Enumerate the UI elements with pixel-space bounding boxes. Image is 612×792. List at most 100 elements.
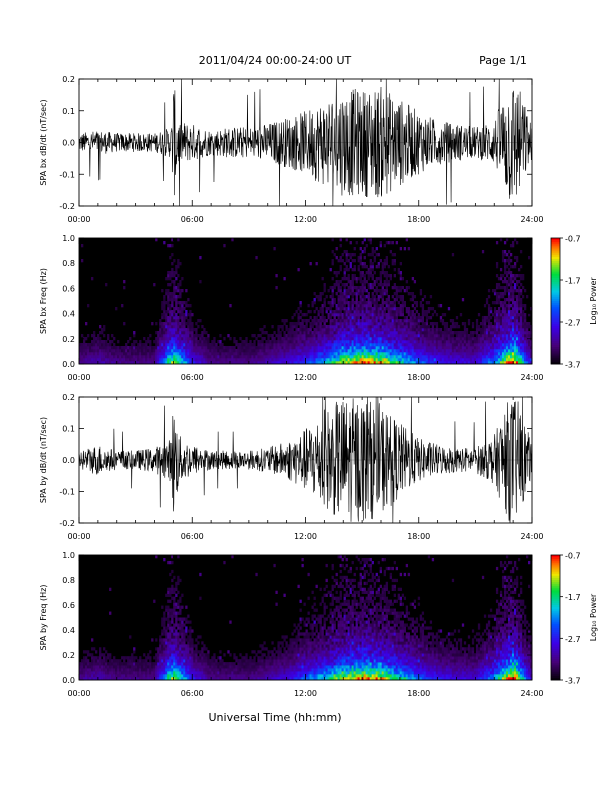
- spectrogram-cell: [161, 340, 164, 344]
- spectrogram-cell: [475, 358, 479, 362]
- spectrogram-cell: [89, 653, 92, 657]
- spectrogram-cell: [515, 334, 519, 338]
- spectrogram-cell: [359, 337, 362, 341]
- colorbar-segment: [551, 246, 560, 249]
- spectrogram-cell: [347, 259, 350, 263]
- spectrogram-cell: [179, 662, 182, 666]
- spectrogram-cell: [511, 313, 515, 317]
- spectrogram-cell: [113, 659, 116, 663]
- spectrogram-cell: [271, 349, 274, 353]
- spectrogram-cell: [151, 662, 154, 666]
- spectrogram-cell: [369, 307, 372, 311]
- spectrogram-cell: [195, 671, 198, 675]
- spectrogram-cell: [311, 340, 314, 344]
- spectrogram-cell: [79, 355, 82, 359]
- spectrogram-cell: [377, 307, 380, 311]
- spectrogram-cell: [361, 250, 364, 254]
- spectrogram-cell: [97, 343, 100, 347]
- spectrogram-cell: [163, 349, 166, 353]
- spectrogram-cell: [371, 352, 374, 356]
- spectrogram-cell: [223, 358, 226, 362]
- spectrogram-cell: [173, 602, 176, 606]
- spectrogram-cell: [519, 298, 523, 302]
- spectrogram-cell: [427, 325, 431, 329]
- spectrogram-cell: [421, 337, 425, 341]
- spectrogram-cell: [365, 343, 368, 347]
- spectrogram-cell: [163, 337, 166, 341]
- spectrogram-cell: [195, 322, 198, 326]
- spectrogram-cell: [421, 319, 425, 323]
- spectrogram-cell: [321, 316, 324, 320]
- spectrogram-cell: [499, 352, 503, 356]
- spectrogram-cell: [191, 331, 194, 335]
- spectrogram-cell: [81, 677, 84, 681]
- spectrogram-cell: [313, 319, 316, 323]
- spectrogram-cell: [87, 358, 90, 362]
- spectrogram-cell: [183, 638, 186, 642]
- spectrogram-cell: [279, 337, 282, 341]
- spectrogram-cell: [233, 337, 236, 341]
- spectrogram-cell: [403, 343, 407, 347]
- spectrogram-cell: [321, 277, 324, 281]
- spectrogram-cell: [169, 307, 172, 311]
- spectrogram-cell: [345, 313, 348, 317]
- spectrogram-cell: [185, 647, 188, 651]
- spectrogram-cell: [115, 671, 118, 675]
- spectrogram-cell: [245, 355, 248, 359]
- spectrogram-cell: [201, 343, 204, 347]
- spectrogram-cell: [123, 286, 126, 290]
- spectrogram-cell: [171, 590, 174, 594]
- spectrogram-cell: [495, 322, 499, 326]
- spectrogram-cell: [187, 355, 190, 359]
- spectrogram-cell: [489, 331, 493, 335]
- spectrogram-cell: [511, 346, 515, 350]
- spectrogram-cell: [149, 355, 152, 359]
- spectrogram-cell: [171, 644, 174, 648]
- spectrogram-cell: [139, 343, 142, 347]
- spectrogram-cell: [205, 674, 208, 678]
- spectrogram-cell: [417, 340, 421, 344]
- spectrogram-cell: [437, 334, 441, 338]
- spectrogram-cell: [327, 352, 330, 356]
- spectrogram-cell: [351, 307, 354, 311]
- spectrogram-cell: [475, 349, 479, 353]
- spectrogram-cell: [427, 358, 431, 362]
- spectrogram-cell: [425, 343, 429, 347]
- spectrogram-cell: [259, 358, 262, 362]
- spectrogram-cell: [177, 659, 180, 663]
- spectrogram-cell: [405, 286, 409, 290]
- spectrogram-cell: [177, 331, 180, 335]
- spectrogram-cell: [361, 352, 364, 356]
- spectrogram-cell: [327, 331, 330, 335]
- colorbar-segment: [551, 353, 560, 356]
- spectrogram-cell: [427, 316, 431, 320]
- spectrogram-cell: [237, 346, 240, 350]
- spectrogram-cell: [151, 677, 154, 681]
- spectrogram-cell: [357, 319, 360, 323]
- spectrogram-cell: [411, 310, 415, 314]
- spectrogram-cell: [357, 328, 360, 332]
- spectrogram-cell: [171, 340, 174, 344]
- spectrogram-cell: [379, 310, 382, 314]
- spectrogram-cell: [411, 298, 415, 302]
- spectrogram-cell: [215, 674, 218, 678]
- spectrogram-cell: [97, 659, 100, 663]
- spectrogram-cell: [247, 346, 250, 350]
- spectrogram-cell: [179, 307, 182, 311]
- spectrogram-cell: [491, 340, 495, 344]
- spectrogram-cell: [251, 361, 254, 365]
- spectrogram-cell: [307, 361, 310, 365]
- spectrogram-cell: [433, 310, 437, 314]
- spectrogram-cell: [169, 593, 172, 597]
- spectrogram-cell: [205, 361, 208, 365]
- spectrogram-cell: [191, 641, 194, 645]
- spectrogram-cell: [171, 617, 174, 621]
- spectrogram-cell: [185, 334, 188, 338]
- spectrogram-cell: [337, 343, 340, 347]
- spectrogram-cell: [345, 331, 348, 335]
- spectrogram-cell: [527, 340, 531, 344]
- spectrogram-cell: [391, 307, 394, 311]
- spectrogram-cell: [199, 677, 202, 681]
- spectrogram-cell: [159, 671, 162, 675]
- spectrogram-cell: [253, 343, 256, 347]
